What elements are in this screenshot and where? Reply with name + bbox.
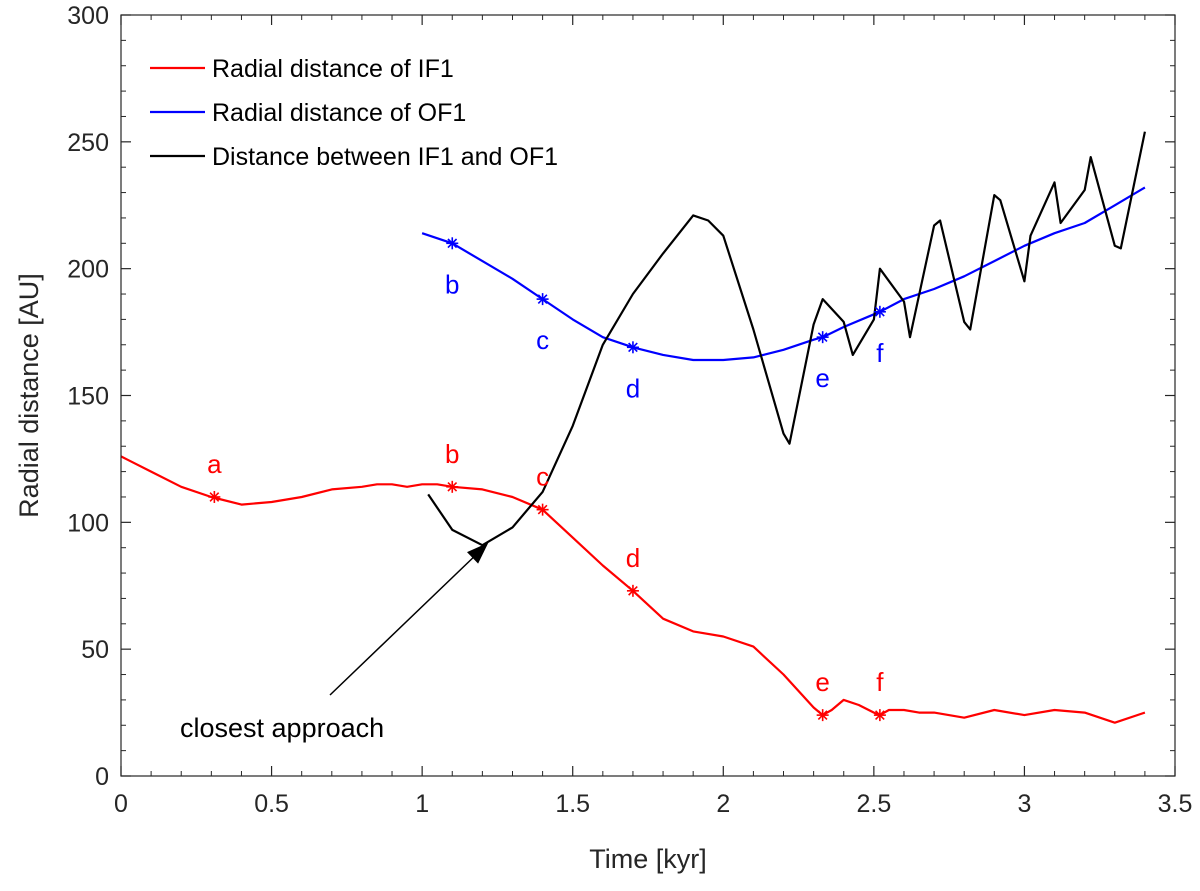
marker-label: e — [815, 363, 829, 393]
annotation-arrow-line — [329, 550, 481, 696]
marker-stroke — [209, 492, 220, 502]
marker-label: c — [536, 462, 549, 492]
marker-b — [446, 237, 459, 250]
x-tick-label: 0 — [114, 790, 128, 818]
marker-label: f — [876, 338, 884, 368]
marker-stroke — [875, 306, 885, 317]
marker-d — [626, 584, 639, 597]
marker-stroke — [447, 481, 458, 492]
x-tick-label: 2.5 — [856, 790, 891, 818]
marker-e — [816, 709, 829, 722]
marker-stroke — [817, 332, 828, 343]
series-line-1 — [120, 455, 1146, 724]
x-tick-label: 3 — [1017, 790, 1031, 818]
marker-label: c — [536, 325, 549, 355]
labels-layer: 0 0.5 1 1.5 2 2.5 3 3.5 0 50 100 150 200 250 300 a b c d e f… — [67, 2, 1192, 818]
marker-stroke — [628, 585, 638, 596]
series-line-3 — [427, 131, 1146, 547]
y-tick-label: 0 — [95, 763, 109, 791]
x-tick-label: 2 — [716, 790, 730, 818]
y-tick-label: 250 — [67, 129, 109, 157]
x-axis-label: Time [kyr] — [589, 844, 707, 874]
marker-f — [873, 709, 886, 722]
y-tick-label: 100 — [67, 509, 109, 537]
legend-label-3: Distance between IF1 and OF1 — [212, 143, 558, 171]
marker-stroke — [817, 710, 828, 720]
marker-stroke — [447, 238, 458, 249]
marker-stroke — [875, 710, 885, 720]
y-axis-label: Radial distance [AU] — [14, 273, 44, 518]
marker-d — [626, 341, 639, 354]
legend: Radial distance of IF1 Radial distance of… — [139, 40, 639, 171]
marker-label: d — [626, 373, 640, 403]
y-tick-label: 50 — [81, 636, 109, 664]
x-tick-label: 3.5 — [1158, 790, 1193, 818]
x-tick-label: 1.5 — [555, 790, 590, 818]
marker-label: f — [876, 667, 884, 697]
marker-stroke — [628, 342, 638, 353]
y-tick-label: 200 — [67, 256, 109, 284]
legend-box — [139, 40, 639, 168]
marker-e — [816, 331, 829, 344]
x-tick-label: 0.5 — [254, 790, 289, 818]
marker-label: d — [626, 543, 640, 573]
marker-stroke — [537, 294, 548, 304]
plot-content — [120, 131, 1146, 724]
series-line-2 — [421, 186, 1146, 362]
legend-label-1: Radial distance of IF1 — [212, 55, 454, 83]
marker-c — [536, 293, 549, 306]
marker-f — [873, 305, 886, 318]
legend-label-2: Radial distance of OF1 — [212, 99, 466, 127]
marker-stroke — [537, 504, 548, 515]
y-tick-label: 300 — [67, 2, 109, 30]
marker-label: a — [207, 449, 222, 479]
annotation-label: closest approach — [180, 713, 384, 743]
marker-label: e — [815, 667, 829, 697]
ticks-layer — [120, 14, 1176, 777]
marker-label: b — [445, 439, 459, 469]
marker-b — [446, 480, 459, 493]
annotation-arrow-head — [467, 542, 489, 564]
y-tick-label: 150 — [67, 383, 109, 411]
marker-a — [208, 490, 221, 503]
x-tick-label: 1 — [415, 790, 429, 818]
marker-c — [536, 503, 549, 516]
marker-label: b — [445, 269, 459, 299]
